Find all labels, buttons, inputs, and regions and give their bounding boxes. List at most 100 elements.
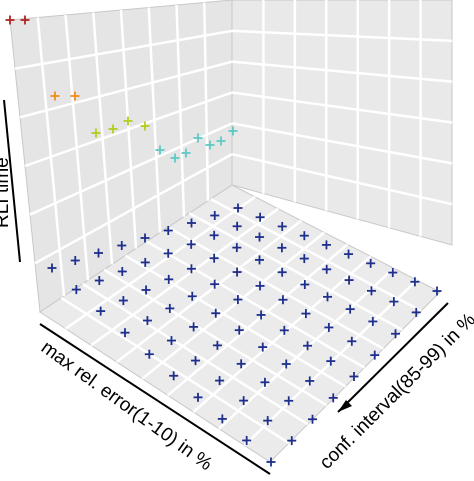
floor-gridline xyxy=(60,296,290,445)
right-wall-gridline xyxy=(231,29,453,43)
right-wall-gridline xyxy=(231,152,453,206)
left-wall-gridline xyxy=(119,9,138,249)
base-point xyxy=(217,414,227,424)
base-point xyxy=(164,274,174,284)
base-point xyxy=(366,258,376,268)
base-point xyxy=(287,436,297,446)
left-wall-gridline xyxy=(92,12,114,265)
upper-point xyxy=(91,128,101,138)
floor-gridline xyxy=(124,254,347,388)
base-point xyxy=(187,218,196,228)
base-point xyxy=(141,285,151,295)
base-point xyxy=(278,295,288,305)
base-point xyxy=(142,316,152,326)
base-point xyxy=(284,396,294,406)
base-point xyxy=(232,221,242,231)
floor-gridline xyxy=(166,243,349,397)
base-point xyxy=(366,286,376,296)
x-axis-arrow xyxy=(39,323,271,475)
base-point xyxy=(349,372,359,381)
base-point xyxy=(210,211,220,220)
base-point xyxy=(321,240,331,250)
base-point xyxy=(322,264,332,274)
base-point xyxy=(255,281,265,291)
z-axis-label-text: RLI time xyxy=(0,157,13,228)
base-point xyxy=(193,392,203,402)
y-axis-arrow xyxy=(337,302,449,413)
upper-point xyxy=(5,15,15,25)
base-point xyxy=(301,309,311,319)
floor-gridline xyxy=(167,226,384,350)
base-point xyxy=(370,350,380,360)
base-point xyxy=(432,286,442,296)
upper-point xyxy=(170,153,180,163)
floor-gridline xyxy=(146,240,366,369)
left-wall-gridline xyxy=(203,2,210,201)
upper-point xyxy=(181,148,191,158)
base-point xyxy=(191,356,201,366)
base-point xyxy=(234,325,244,335)
upper-point xyxy=(155,145,165,155)
base-point xyxy=(189,322,199,332)
base-point xyxy=(266,457,276,467)
base-point xyxy=(299,231,309,241)
base-point xyxy=(210,279,220,289)
base-point xyxy=(389,297,399,307)
upper-point xyxy=(140,121,150,131)
right-wall-gridline xyxy=(231,60,453,83)
base-point xyxy=(255,255,264,265)
base-point xyxy=(277,221,287,231)
left-wall-gridline xyxy=(36,17,66,297)
base-point xyxy=(368,316,378,326)
upper-point xyxy=(205,140,215,150)
base-point xyxy=(120,328,130,338)
base-point xyxy=(232,267,242,277)
base-point xyxy=(140,257,150,267)
base-point xyxy=(163,226,173,235)
floor-gridline xyxy=(141,231,326,380)
base-point xyxy=(163,248,173,258)
base-point xyxy=(140,233,150,243)
base-point xyxy=(326,356,336,366)
base-point xyxy=(186,264,196,274)
base-point xyxy=(94,276,104,286)
right-wall-gridline xyxy=(231,122,453,165)
base-point xyxy=(411,307,421,317)
base-point xyxy=(233,203,243,213)
base-point xyxy=(209,253,219,263)
left-wall-gridline xyxy=(64,14,90,281)
base-point xyxy=(391,329,400,339)
base-point xyxy=(324,322,334,332)
base-point xyxy=(328,393,338,403)
base-point xyxy=(345,304,355,314)
base-point xyxy=(233,295,243,305)
base-point xyxy=(169,371,179,381)
base-point xyxy=(236,359,246,369)
z-axis-arrow xyxy=(3,99,21,263)
floor-gridline xyxy=(103,268,328,407)
floor-gridline xyxy=(115,219,303,363)
base-point xyxy=(144,349,154,359)
base-point xyxy=(305,376,315,386)
upper-point xyxy=(20,15,30,25)
base-point xyxy=(277,267,287,277)
base-point xyxy=(308,414,317,424)
base-point xyxy=(239,396,249,406)
base-point xyxy=(281,359,291,369)
base-point xyxy=(186,239,196,249)
floor-gridline xyxy=(210,198,422,312)
base-point xyxy=(232,243,242,253)
base-point xyxy=(71,285,81,295)
right-wall-gridline xyxy=(231,91,453,124)
floor-gridline xyxy=(82,282,309,426)
floor-gridline xyxy=(90,207,279,347)
base-point xyxy=(118,296,128,306)
base-point xyxy=(255,212,265,222)
upper-point xyxy=(50,91,60,101)
base-point xyxy=(242,435,252,445)
floor-gridline xyxy=(192,255,372,413)
base-point xyxy=(117,266,127,276)
base-point xyxy=(279,325,289,335)
base-point xyxy=(388,268,398,278)
gridlines xyxy=(14,0,453,447)
